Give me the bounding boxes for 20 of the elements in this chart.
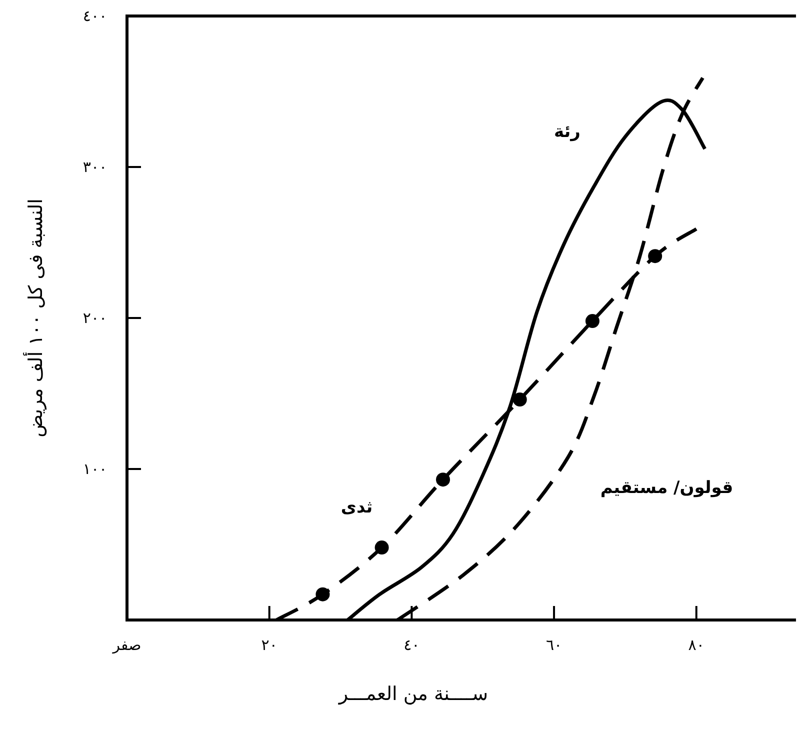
x-axis-title: ســــنة من العمـــر <box>338 683 488 705</box>
y-tick-label: ٣٠٠ <box>82 158 108 176</box>
x-tick-label: ٤٠ <box>404 636 420 654</box>
y-tick-label: ١٠٠ <box>82 460 108 478</box>
point <box>316 587 330 602</box>
y-axis-title: النسبة فى كل ١٠٠ ألف مريض <box>23 198 47 438</box>
series-label: ثدى <box>340 498 373 518</box>
text: رئة <box>554 122 580 142</box>
point <box>585 314 600 328</box>
y-tick-label: ٤٠٠ <box>82 7 108 25</box>
text: قولون/ مستقيم <box>600 478 734 498</box>
x-tick-label: ٢٠ <box>261 636 278 654</box>
x-tick-label: ٨٠ <box>688 636 704 654</box>
x-tick-label: ٦٠ <box>546 636 562 654</box>
y-tick-label: ٢٠٠ <box>82 309 108 327</box>
point <box>648 249 662 264</box>
x-tick-label: صفر <box>112 636 142 654</box>
point <box>374 540 389 555</box>
point <box>512 392 527 407</box>
point <box>436 472 450 487</box>
